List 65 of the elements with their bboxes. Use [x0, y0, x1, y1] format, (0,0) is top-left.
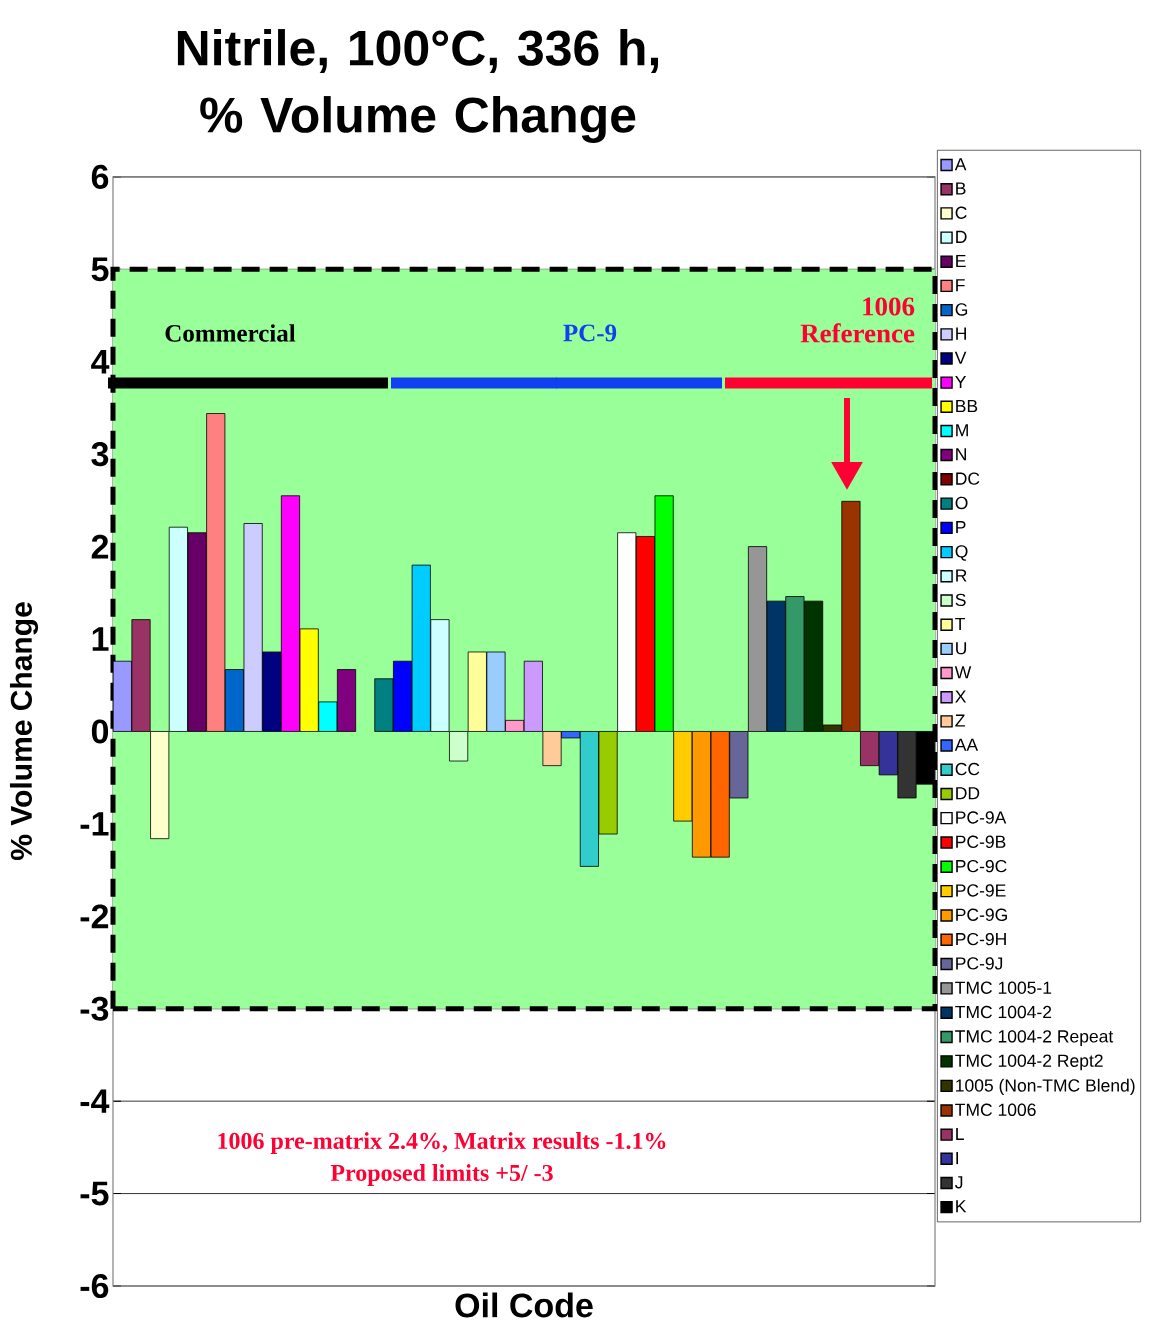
legend-label: D — [956, 230, 967, 243]
legend-label: J — [955, 1176, 963, 1189]
legend-label: T — [955, 617, 966, 631]
legend-label: I — [956, 1152, 959, 1165]
legend-label: TMC 1004-2 Repeat — [955, 1030, 1114, 1047]
y-tick-label: 4 — [91, 350, 110, 374]
legend-label: B — [956, 182, 966, 195]
legend-label: H — [956, 327, 966, 340]
legend-label: C — [955, 206, 967, 219]
legend-label: PC-9C — [956, 859, 1007, 873]
chart-title: Nitrile, 100°C, 336 h, % Volume Change — [177, 29, 659, 143]
legend-label: CC — [955, 762, 980, 776]
legend-label: DC — [956, 472, 980, 485]
x-axis-title: Oil Code — [455, 1292, 593, 1318]
y-tick-label: -5 — [80, 1181, 109, 1206]
legend-label: F — [956, 279, 965, 292]
y-tick-label: 1 — [92, 627, 109, 651]
legend-label: PC-9H — [956, 932, 1006, 946]
y-tick-label: -4 — [80, 1089, 110, 1113]
y-tick-label: 2 — [91, 534, 109, 559]
y-tick-label: -2 — [80, 904, 109, 929]
legend-label: K — [956, 1200, 967, 1213]
y-tick-label: 3 — [91, 442, 109, 467]
legend-label: Y — [955, 375, 967, 388]
legend-label: Q — [955, 545, 968, 561]
legend-label: PC-9J — [956, 957, 1003, 970]
legend-label: PC-9G — [956, 908, 1007, 921]
annotation: Commercial — [165, 324, 296, 342]
legend-label: TMC 1004-2 — [955, 1005, 1052, 1019]
legend-label: N — [956, 448, 966, 461]
legend-label: W — [954, 666, 972, 679]
legend-label: O — [955, 496, 968, 510]
legend-label: G — [955, 303, 968, 316]
legend-label: TMC 1004-2 Rept2 — [955, 1054, 1103, 1071]
legend-label: A — [954, 158, 967, 171]
legend-label: L — [956, 1127, 964, 1140]
legend-label: U — [956, 642, 967, 655]
legend-label: PC-9A — [956, 811, 1007, 824]
y-tick-label: 6 — [91, 164, 109, 189]
y-tick-label: 0 — [91, 719, 109, 744]
annotation: PC-9 — [563, 324, 617, 342]
legend-label: TMC 1006 — [955, 1103, 1036, 1116]
legend-label: V — [954, 351, 967, 364]
legend-label: TMC 1005-1 — [955, 981, 1052, 994]
y-tick-label: 5 — [91, 257, 109, 282]
y-tick-label: -6 — [80, 1273, 109, 1299]
legend-label: X — [955, 690, 967, 703]
annotation: 1006 pre-matrix 2.4%, Matrix results -1.1% — [218, 1132, 666, 1154]
annotation: 1006 Reference — [800, 297, 915, 343]
legend-label: PC-9B — [956, 835, 1006, 849]
legend-label: BB — [956, 400, 978, 413]
y-tick-label: -3 — [80, 996, 109, 1021]
y-tick-label: -1 — [80, 812, 109, 836]
y-axis-title: % Volume Change — [9, 602, 39, 860]
legend-label: 1005 (Non-TMC Blend) — [956, 1078, 1135, 1096]
legend-label: R — [956, 569, 967, 582]
legend-label: DD — [956, 787, 980, 800]
legend-label: P — [956, 521, 966, 534]
legend-label: AA — [954, 738, 979, 751]
legend-label: M — [956, 424, 968, 437]
legend-label: S — [955, 593, 966, 607]
annotation: Proposed limits +5/ -3 — [330, 1164, 553, 1186]
legend-label: Z — [955, 714, 965, 727]
legend-label: PC-9E — [956, 884, 1006, 897]
legend-label: E — [956, 255, 966, 268]
